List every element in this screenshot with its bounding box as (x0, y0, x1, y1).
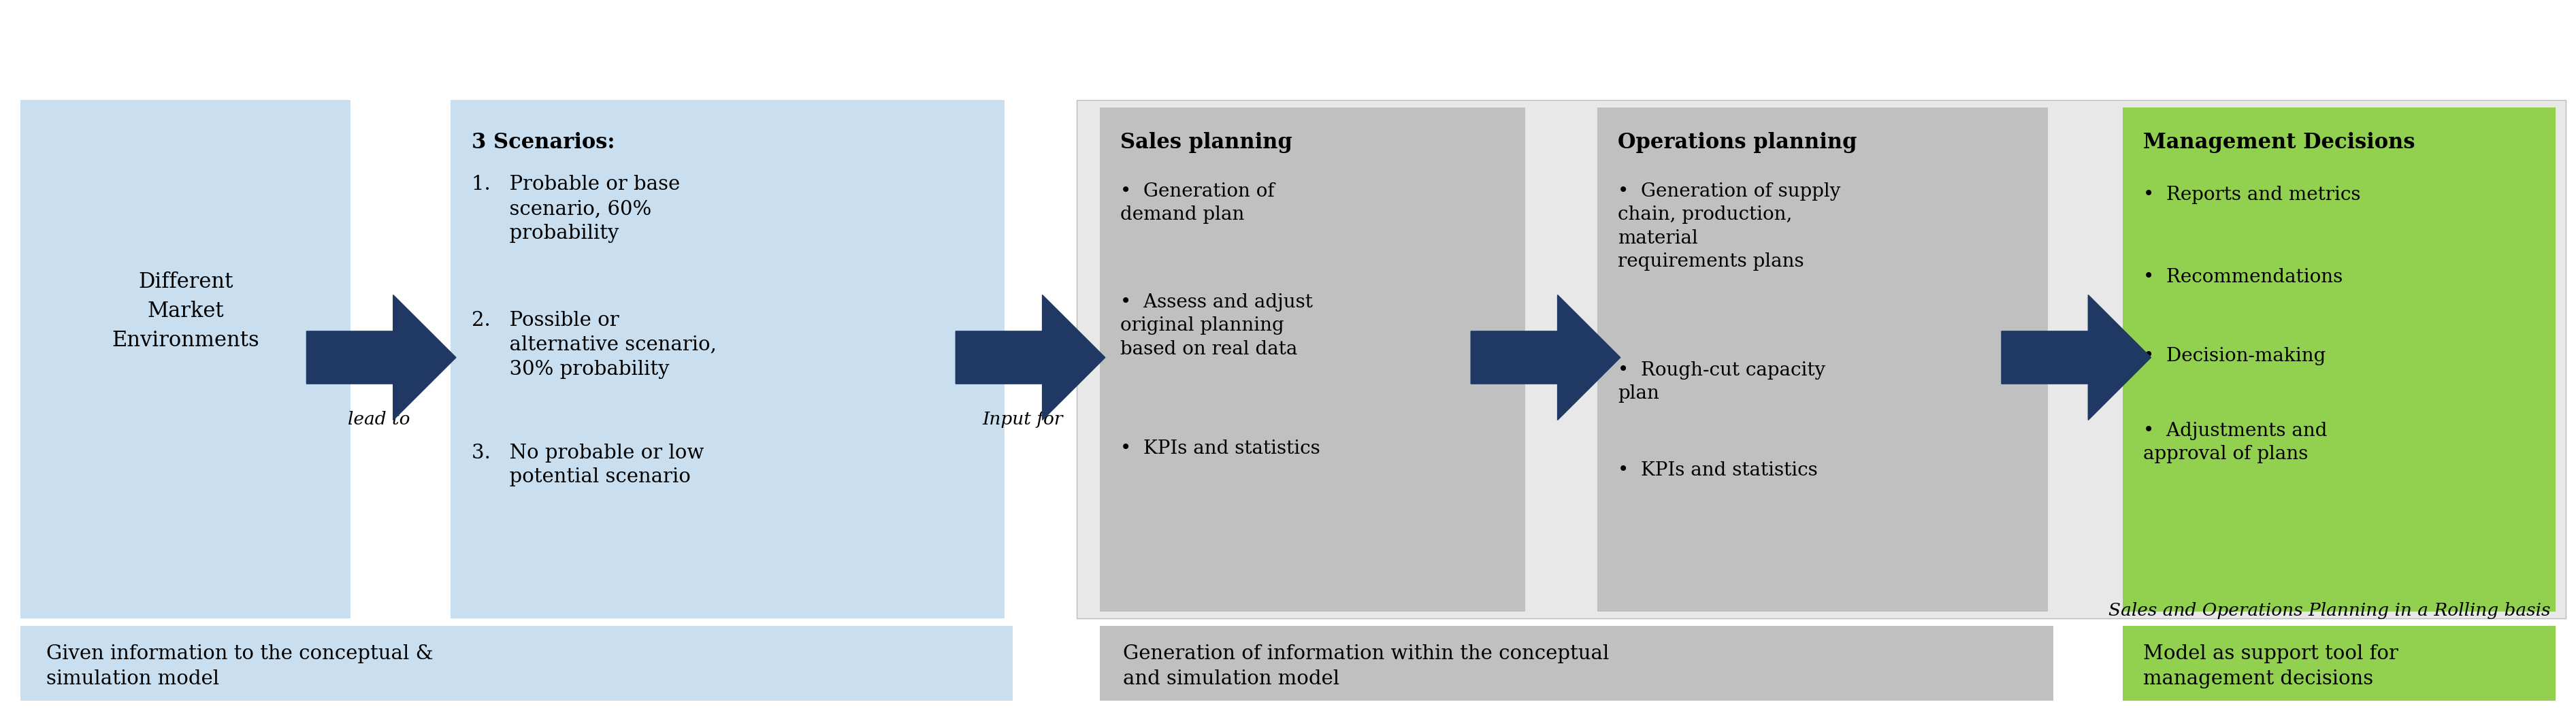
Text: •  Recommendations: • Recommendations (2143, 268, 2342, 287)
FancyBboxPatch shape (1077, 100, 2566, 618)
Text: 1.   Probable or base
      scenario, 60%
      probability: 1. Probable or base scenario, 60% probab… (471, 175, 680, 243)
Text: •  Decision-making: • Decision-making (2143, 347, 2326, 365)
FancyBboxPatch shape (1597, 107, 2048, 611)
Text: •  KPIs and statistics: • KPIs and statistics (1121, 440, 1321, 458)
Text: 3.   No probable or low
      potential scenario: 3. No probable or low potential scenario (471, 443, 703, 487)
Text: Different
Market
Environments: Different Market Environments (111, 272, 260, 351)
Text: •  KPIs and statistics: • KPIs and statistics (1618, 461, 1819, 480)
Text: Generation of information within the conceptual
and simulation model: Generation of information within the con… (1123, 644, 1610, 689)
Text: Management Decisions: Management Decisions (2143, 132, 2416, 153)
FancyBboxPatch shape (2123, 626, 2555, 701)
Polygon shape (1471, 295, 1620, 420)
Text: •  Generation of
demand plan: • Generation of demand plan (1121, 182, 1275, 224)
Text: •  Generation of supply
chain, production,
material
requirements plans: • Generation of supply chain, production… (1618, 182, 1839, 271)
Text: •  Reports and metrics: • Reports and metrics (2143, 186, 2360, 204)
Text: Input for: Input for (981, 411, 1064, 428)
Text: 2.   Possible or
      alternative scenario,
      30% probability: 2. Possible or alternative scenario, 30%… (471, 311, 716, 379)
FancyBboxPatch shape (21, 626, 1012, 701)
Text: Operations planning: Operations planning (1618, 132, 1857, 153)
Polygon shape (307, 295, 456, 420)
Text: Given information to the conceptual &
simulation model: Given information to the conceptual & si… (46, 644, 433, 689)
Text: Sales planning: Sales planning (1121, 132, 1293, 153)
FancyBboxPatch shape (2123, 107, 2555, 611)
Text: •  Assess and adjust
original planning
based on real data: • Assess and adjust original planning ba… (1121, 293, 1314, 358)
FancyBboxPatch shape (21, 100, 350, 618)
Polygon shape (2002, 295, 2151, 420)
FancyBboxPatch shape (1100, 107, 1525, 611)
FancyBboxPatch shape (1100, 626, 2053, 701)
Text: •  Adjustments and
approval of plans: • Adjustments and approval of plans (2143, 422, 2326, 463)
Text: Sales and Operations Planning in a Rolling basis: Sales and Operations Planning in a Rolli… (2107, 602, 2550, 619)
Polygon shape (956, 295, 1105, 420)
Text: 3 Scenarios:: 3 Scenarios: (471, 132, 616, 153)
Text: •  Rough-cut capacity
plan: • Rough-cut capacity plan (1618, 361, 1826, 403)
FancyBboxPatch shape (451, 100, 1005, 618)
Text: Model as support tool for
management decisions: Model as support tool for management dec… (2143, 644, 2398, 689)
Text: lead to: lead to (348, 411, 410, 428)
